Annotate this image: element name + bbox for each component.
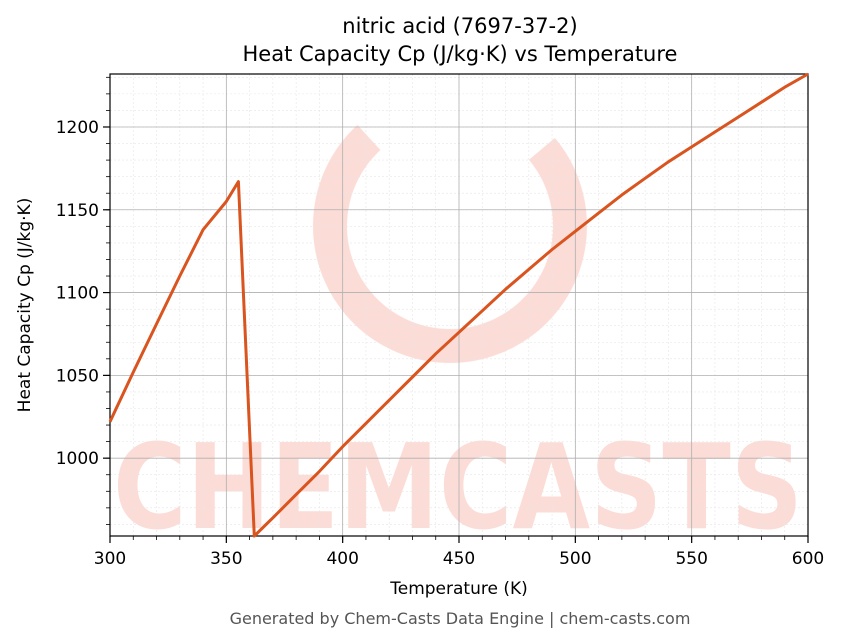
chemcasts-watermark: CHEMCASTS: [113, 89, 803, 556]
grid: [109, 74, 809, 536]
chart-title-line2: Heat Capacity Cp (J/kg·K) vs Temperature: [243, 42, 678, 66]
y-tick-label: 1050: [56, 366, 99, 386]
cp-series-line: [108, 72, 809, 538]
x-tick-label: 500: [559, 549, 591, 569]
footer-credit: Generated by Chem-Casts Data Engine | ch…: [230, 609, 691, 628]
chart-title-line1: nitric acid (7697-37-2): [342, 14, 577, 38]
x-tick-label: 350: [210, 549, 242, 569]
axis-ticks: [103, 76, 809, 543]
y-axis-label: Heat Capacity Cp (J/kg·K): [15, 198, 35, 413]
x-tick-labels: 300 350 400 450 500 550 600: [94, 549, 824, 569]
x-tick-label: 450: [443, 549, 475, 569]
y-tick-label: 1150: [56, 201, 99, 221]
x-axis-label: Temperature (K): [389, 579, 528, 599]
y-tick-label: 1000: [56, 449, 99, 469]
y-tick-labels: 1000 1050 1100 1150 1200: [56, 118, 99, 469]
x-tick-label: 300: [94, 549, 126, 569]
x-tick-label: 550: [675, 549, 707, 569]
x-tick-label: 600: [792, 549, 824, 569]
watermark-text: CHEMCASTS: [113, 418, 803, 556]
x-tick-label: 400: [326, 549, 358, 569]
y-tick-label: 1100: [56, 284, 99, 304]
y-tick-label: 1200: [56, 118, 99, 138]
